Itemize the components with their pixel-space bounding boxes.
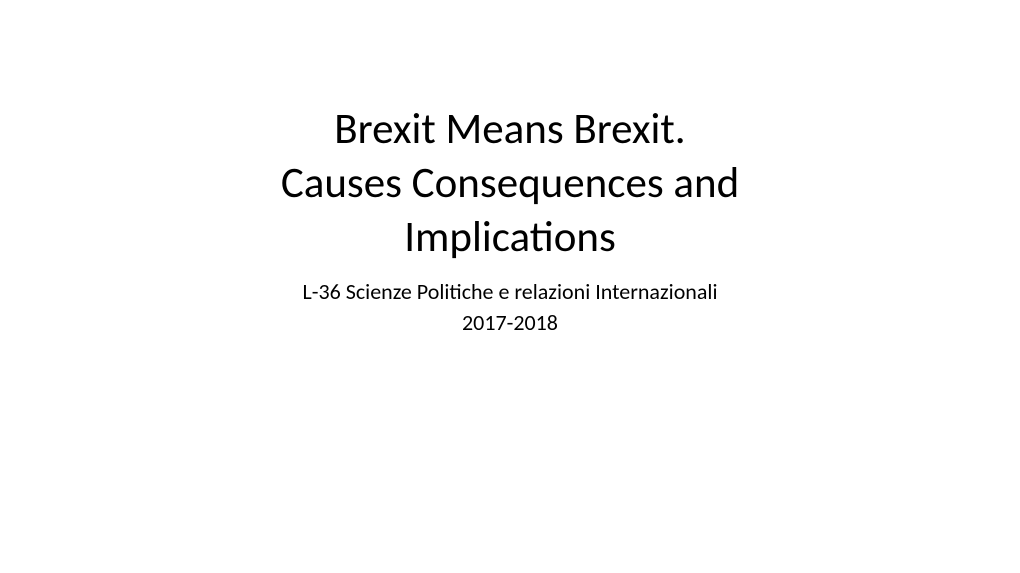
slide-title: Brexit Means Brexit. Causes Consequences…: [281, 102, 739, 263]
title-line-2: Causes Consequences and: [281, 156, 739, 210]
title-line-1: Brexit Means Brexit.: [281, 102, 739, 156]
subtitle-line-1: L-36 Scienze Politiche e relazioni Inter…: [302, 277, 717, 308]
title-line-3: Implications: [281, 210, 739, 264]
title-slide: Brexit Means Brexit. Causes Consequences…: [0, 0, 1020, 573]
slide-subtitle: L-36 Scienze Politiche e relazioni Inter…: [302, 277, 717, 339]
subtitle-line-2: 2017-2018: [302, 308, 717, 339]
